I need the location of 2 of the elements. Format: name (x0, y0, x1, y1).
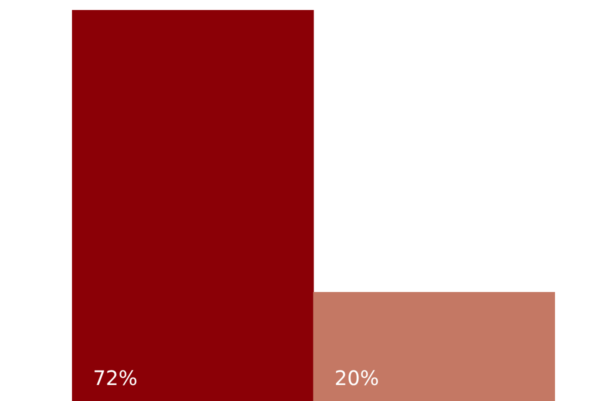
data-label: 72% (93, 366, 138, 390)
data-label: 20% (334, 366, 379, 390)
